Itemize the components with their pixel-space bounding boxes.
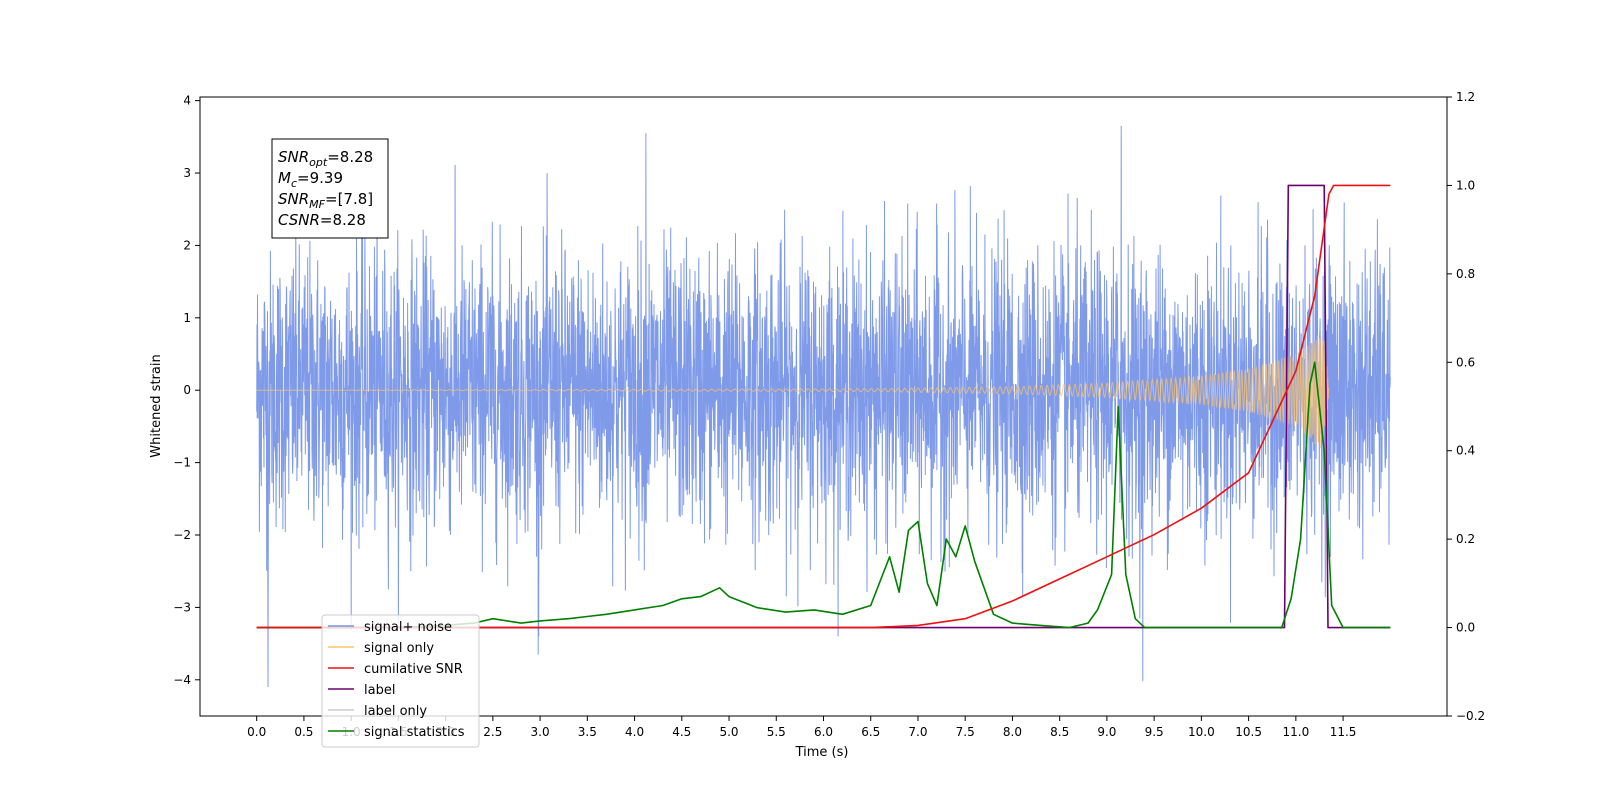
series-signal-only <box>256 335 1330 449</box>
x-tick-label: 11.0 <box>1282 725 1309 739</box>
legend-entry: signal only <box>364 641 434 656</box>
x-tick-label: 4.5 <box>672 725 691 739</box>
x-tick-label: 3.0 <box>531 725 550 739</box>
annotation-line: Mc=9.39 <box>278 169 343 190</box>
y-tick-label: −2 <box>173 528 191 542</box>
x-tick-label: 6.0 <box>814 725 833 739</box>
series-signal-statistics <box>256 361 1391 629</box>
y-tick-label: 3 <box>183 166 191 180</box>
annotation-line: SNRMF=[7.8] <box>278 190 373 211</box>
x-tick-label: 9.0 <box>1097 725 1116 739</box>
x-tick-label: 11.5 <box>1330 725 1357 739</box>
x-tick-label: 0.0 <box>247 725 266 739</box>
y-tick-label: 2 <box>183 238 191 252</box>
x-tick-label: 10.0 <box>1188 725 1215 739</box>
annotation-line: SNRopt=8.28 <box>278 148 373 169</box>
series-label <box>256 184 1391 629</box>
y-axis-left: −4 −3 −2 −1 0 1 2 3 4 <box>173 94 200 687</box>
x-tick-label: 8.5 <box>1050 725 1069 739</box>
y-tick-label: −3 <box>173 600 191 614</box>
y2-tick-label: 0.8 <box>1456 267 1475 281</box>
x-tick-label: 10.5 <box>1235 725 1262 739</box>
series-layer <box>256 125 1391 688</box>
x-axis: 0.00.51.01.52.02.53.03.54.04.55.05.56.06… <box>247 716 1356 739</box>
y2-tick-label: 1.0 <box>1456 178 1475 192</box>
y-axis-right: −0.2 0.0 0.2 0.4 0.6 0.8 1.0 1.2 <box>1447 90 1485 723</box>
legend-entry: label only <box>364 704 427 719</box>
annotation-line: CSNR=8.28 <box>278 211 366 229</box>
x-tick-label: 7.5 <box>956 725 975 739</box>
annotation-value: =[7.8] <box>325 190 373 208</box>
y-axis-label: Whitened strain <box>149 354 164 457</box>
series-cumulative-snr <box>256 184 1391 629</box>
legend-entry: signal statistics <box>364 725 465 740</box>
x-tick-label: 4.0 <box>625 725 644 739</box>
annotation-symbol: M <box>278 169 291 187</box>
legend-frame <box>321 614 480 748</box>
annotation-subscript: c <box>291 177 297 190</box>
y2-tick-label: 0.6 <box>1456 355 1475 369</box>
annotation-symbol: CSNR <box>278 211 320 229</box>
y-tick-label: −4 <box>173 673 191 687</box>
x-tick-label: 0.5 <box>294 725 313 739</box>
legend-entry: cumilative SNR <box>364 662 463 677</box>
x-tick-label: 5.0 <box>719 725 738 739</box>
y-tick-label: 4 <box>183 94 191 108</box>
x-tick-label: 7.0 <box>908 725 927 739</box>
annotation-symbol: SNR <box>278 148 309 166</box>
legend-entry: signal+ noise <box>364 620 452 635</box>
y2-tick-label: 0.2 <box>1456 532 1475 546</box>
y-tick-label: 0 <box>183 383 191 397</box>
y2-tick-label: 0.4 <box>1456 444 1475 458</box>
annotation-subscript: MF <box>309 198 325 211</box>
y2-tick-label: 0.0 <box>1456 621 1475 635</box>
annotation-value: =8.28 <box>327 148 373 166</box>
x-tick-label: 6.5 <box>861 725 880 739</box>
x-tick-label: 8.0 <box>1003 725 1022 739</box>
x-tick-label: 3.5 <box>578 725 597 739</box>
y2-tick-label: −0.2 <box>1456 709 1485 723</box>
x-tick-label: 9.5 <box>1145 725 1164 739</box>
annotation-symbol: SNR <box>278 190 309 208</box>
x-tick-label: 2.5 <box>483 725 502 739</box>
y2-tick-label: 1.2 <box>1456 90 1475 104</box>
legend-entry: label <box>364 683 395 698</box>
annotation-value: =8.28 <box>320 211 366 229</box>
y-tick-label: −1 <box>173 456 191 470</box>
x-axis-label: Time (s) <box>795 745 849 760</box>
y-tick-label: 1 <box>183 311 191 325</box>
annotation-frame <box>271 138 389 239</box>
x-tick-label: 5.5 <box>767 725 786 739</box>
legend: signal+ noise signal only cumilative SNR la… <box>321 614 480 748</box>
annotation-subscript: opt <box>309 156 328 169</box>
annotation-value: =9.39 <box>297 169 343 187</box>
